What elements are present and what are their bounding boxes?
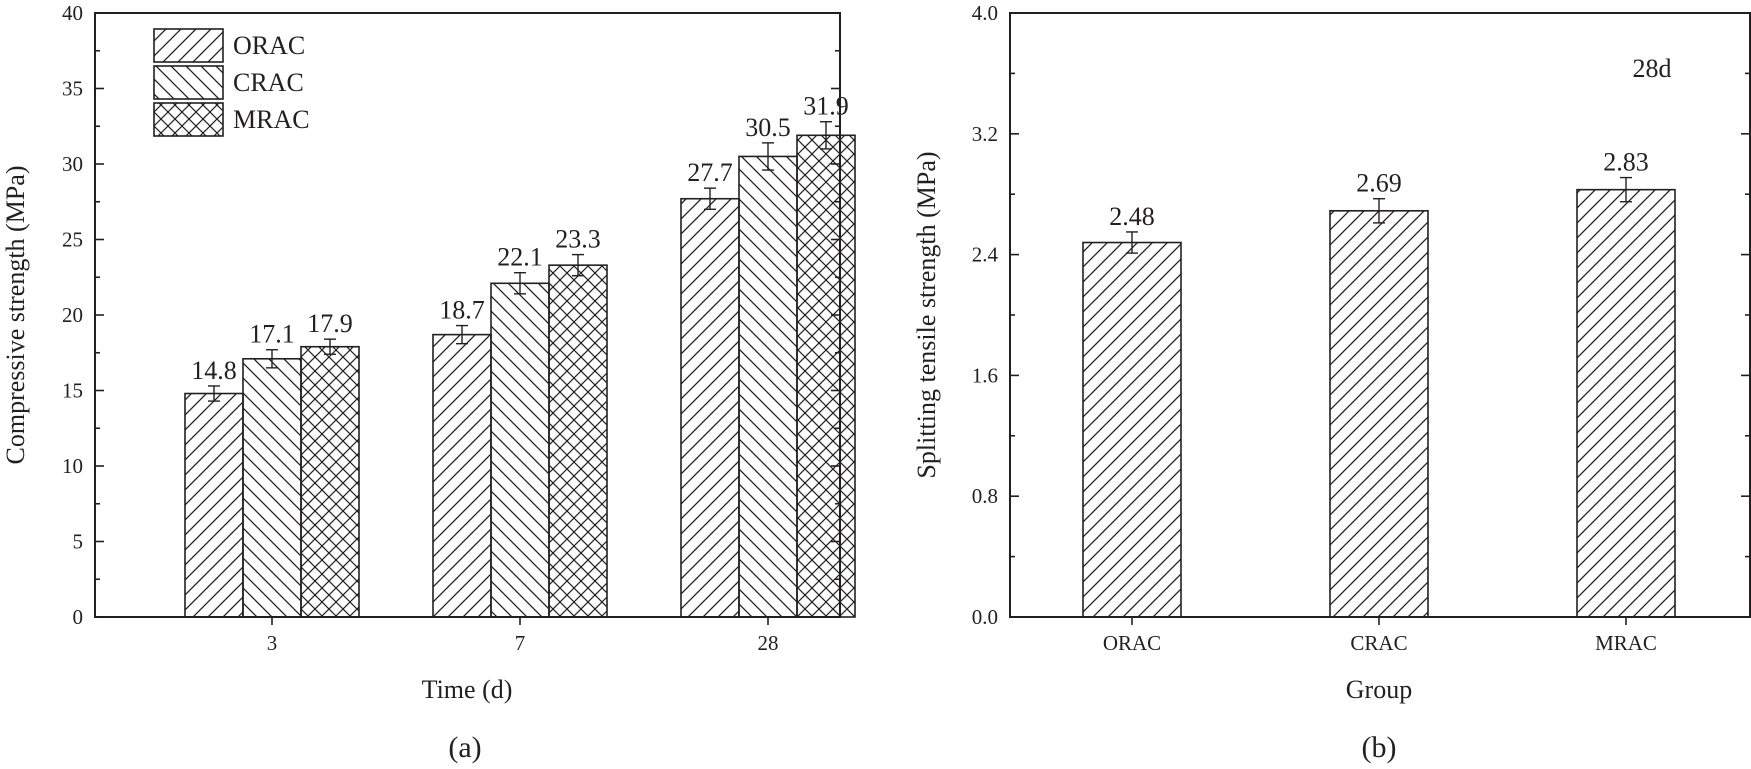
y-tick-label-a: 40 [62, 1, 83, 25]
data-label-crac: 2.69 [1356, 169, 1402, 198]
bar-mrac-28 [796, 134, 856, 618]
x-axis-a: 3 7 28 [267, 617, 779, 655]
data-label-orac: 2.48 [1109, 202, 1155, 231]
y-axis-title-b: Splitting tensile strength (MPa) [912, 151, 941, 478]
bar-orac-3 [184, 392, 244, 618]
y-tick-label-b: 2.4 [972, 243, 999, 267]
y-tick-label-b: 0.8 [972, 484, 998, 508]
x-tick-label-b: ORAC [1103, 631, 1161, 655]
bar-crac-7 [490, 282, 550, 618]
y-tick-label-b: 4.0 [972, 1, 998, 25]
y-tick-label-a: 10 [62, 454, 83, 478]
y-tick-label-b: 3.2 [972, 122, 998, 146]
x-tick-label-a: 3 [267, 631, 278, 655]
bar-crac [1329, 210, 1429, 618]
bar-orac-28 [680, 197, 740, 618]
y-tick-label-a: 20 [62, 303, 83, 327]
data-label-orac-28: 27.7 [687, 158, 733, 187]
data-label-crac-7: 22.1 [497, 243, 543, 272]
x-tick-label-a: 28 [758, 631, 779, 655]
panel-b-splitting-tensile-strength: 0.0 0.8 1.6 2.4 3.2 4.0 ORAC CRAC MRAC 2.48 2.69… [912, 1, 1751, 764]
panel-a-compressive-strength: 0 5 10 15 20 25 30 35 40 3 7 28 14.8 17.1 17.9 18.7 22… [1, 1, 856, 764]
bar-mrac [1576, 188, 1676, 618]
panel-label-a: (a) [448, 731, 481, 764]
data-label-mrac-3: 17.9 [307, 309, 353, 338]
y-tick-label-a: 30 [62, 152, 83, 176]
x-axis-b: ORAC CRAC MRAC [1103, 617, 1657, 655]
data-label-mrac-28: 31.9 [803, 92, 849, 121]
x-tick-label-b: MRAC [1595, 631, 1657, 655]
x-tick-label-b: CRAC [1350, 631, 1407, 655]
legend-a: ORAC CRAC MRAC [153, 28, 310, 137]
x-axis-title-b: Group [1346, 675, 1412, 704]
legend-label-mrac: MRAC [233, 105, 310, 134]
y-tick-label-a: 35 [62, 77, 83, 101]
x-axis-title-a: Time (d) [422, 675, 513, 704]
bars-b: 2.48 2.69 2.83 [1082, 148, 1676, 618]
data-label-crac-3: 17.1 [249, 320, 295, 349]
legend-swatch-mrac [153, 102, 224, 137]
legend-swatch-orac [153, 28, 224, 63]
y-tick-label-a: 5 [73, 530, 84, 554]
annotation-28d: 28d [1633, 54, 1672, 83]
bar-mrac-7 [548, 264, 608, 618]
panel-label-b: (b) [1362, 731, 1397, 764]
data-label-orac-7: 18.7 [439, 296, 485, 325]
x-tick-label-a: 7 [515, 631, 526, 655]
y-axis-b: 0.0 0.8 1.6 2.4 3.2 4.0 [972, 1, 1750, 629]
y-tick-label-b: 0.0 [972, 605, 998, 629]
bar-orac [1082, 241, 1182, 618]
data-label-crac-28: 30.5 [745, 113, 791, 142]
y-tick-label-a: 25 [62, 228, 83, 252]
data-label-mrac: 2.83 [1603, 148, 1649, 177]
bar-mrac-3 [300, 345, 360, 618]
data-label-mrac-7: 23.3 [555, 225, 601, 254]
data-label-orac-3: 14.8 [191, 356, 237, 385]
bar-crac-3 [242, 357, 302, 618]
y-tick-label-a: 0 [73, 605, 84, 629]
legend-swatch-crac [153, 65, 224, 100]
bars-a: 14.8 17.1 17.9 18.7 22.1 23.3 27.7 30.5 31.9 [184, 92, 856, 618]
bar-orac-7 [432, 333, 492, 618]
y-tick-label-b: 1.6 [972, 363, 998, 387]
legend-label-crac: CRAC [233, 68, 304, 97]
bar-crac-28 [738, 155, 798, 618]
y-axis-title-a: Compressive strength (MPa) [1, 166, 30, 465]
legend-label-orac: ORAC [233, 31, 305, 60]
y-tick-label-a: 15 [62, 379, 83, 403]
